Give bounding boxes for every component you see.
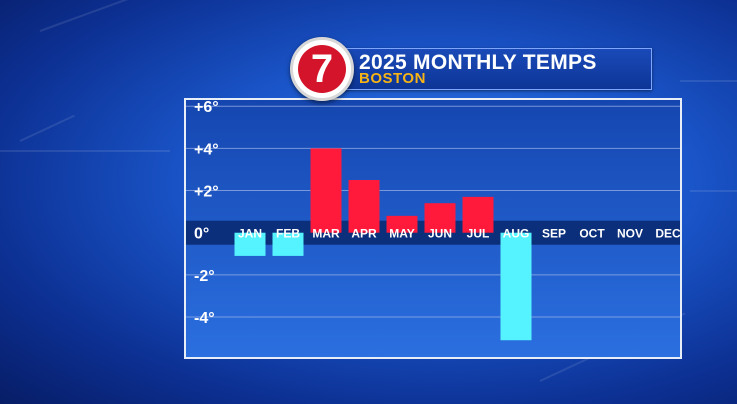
y-tick-label: -4° (194, 310, 215, 327)
temperature-bar-chart: +6° +4° +2° 0° -2° -4° JAN FEB MAR APR MAY JUN JUL AU… (186, 99, 681, 341)
x-tick-label-aug: AUG (503, 227, 530, 241)
y-tick-label: -2° (194, 268, 215, 285)
channel-7-icon: 7 (298, 45, 346, 93)
x-tick-label-feb: FEB (276, 227, 300, 241)
bar-apr (348, 180, 380, 233)
x-tick-label-sep: SEP (542, 227, 566, 241)
x-tick-label-may: MAY (389, 227, 415, 241)
y-tick-label: +4° (194, 141, 219, 158)
bar-may (386, 215, 418, 233)
bar-jun (424, 203, 456, 233)
station-logo: 7 (290, 37, 354, 101)
x-tick-label-nov: NOV (617, 227, 643, 241)
bar-jan (234, 232, 266, 256)
chart-panel: +6° +4° +2° 0° -2° -4° JAN FEB MAR APR MAY JUN JUL AU… (184, 98, 682, 359)
y-tick-label: 0° (194, 226, 209, 243)
bar-feb (272, 232, 304, 256)
x-tick-label-oct: OCT (579, 227, 605, 241)
x-tick-label-dec: DEC (655, 227, 680, 241)
bar-mar (310, 148, 342, 233)
x-tick-label-jan: JAN (238, 227, 262, 241)
chart-subtitle: BOSTON (359, 70, 426, 87)
bar-jul (462, 196, 494, 233)
title-bar: 2025 MONTHLY TEMPS BOSTON (318, 48, 652, 90)
bar-aug (500, 232, 532, 341)
x-tick-label-mar: MAR (312, 227, 340, 241)
x-tick-label-jul: JUL (467, 227, 490, 241)
x-tick-label-apr: APR (351, 227, 377, 241)
y-tick-label: +2° (194, 184, 219, 201)
y-tick-label: +6° (194, 100, 219, 116)
chart-title: 2025 MONTHLY TEMPS (359, 51, 597, 74)
x-tick-label-jun: JUN (428, 227, 452, 241)
